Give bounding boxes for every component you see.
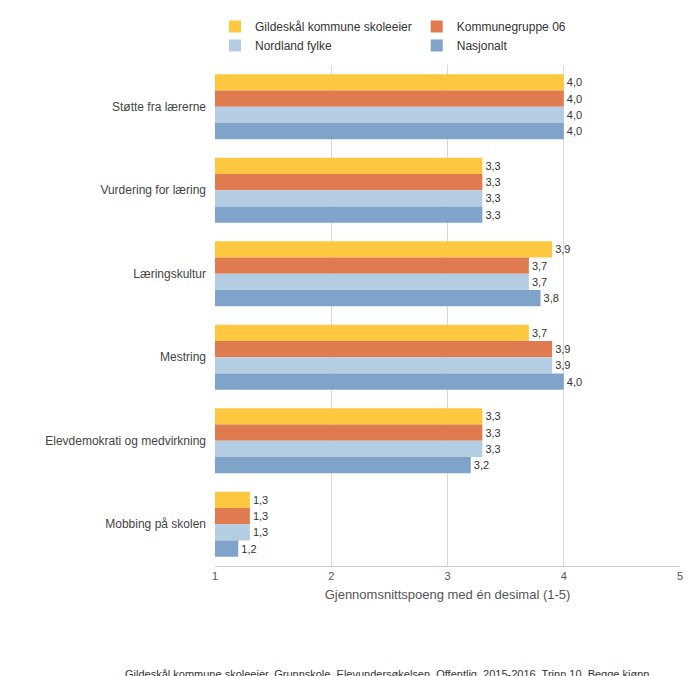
- svg-text:4: 4: [561, 570, 567, 582]
- svg-text:3,3: 3,3: [485, 176, 500, 188]
- svg-text:4,0: 4,0: [567, 93, 582, 105]
- svg-text:3,3: 3,3: [485, 192, 500, 204]
- svg-text:Læringskultur: Læringskultur: [133, 267, 206, 281]
- svg-text:3,7: 3,7: [532, 260, 547, 272]
- svg-text:Gjennomsnittspoeng med én desi: Gjennomsnittspoeng med én desimal (1-5): [325, 587, 571, 602]
- svg-text:3,8: 3,8: [544, 292, 559, 304]
- svg-text:Nasjonalt: Nasjonalt: [457, 39, 508, 53]
- svg-text:4,0: 4,0: [567, 76, 582, 88]
- svg-text:Vurdering for læring: Vurdering for læring: [100, 183, 206, 197]
- svg-text:3,9: 3,9: [555, 243, 570, 255]
- svg-text:Mestring: Mestring: [160, 350, 206, 364]
- svg-text:3,3: 3,3: [485, 209, 500, 221]
- svg-text:3,3: 3,3: [485, 443, 500, 455]
- svg-text:1,3: 1,3: [253, 494, 268, 506]
- svg-text:Mobbing på skolen: Mobbing på skolen: [105, 517, 206, 531]
- svg-text:Gildeskål kommune skoleeier: Gildeskål kommune skoleeier: [255, 20, 412, 34]
- svg-text:4,0: 4,0: [567, 109, 582, 121]
- svg-text:Kommunegruppe 06: Kommunegruppe 06: [457, 20, 566, 34]
- svg-text:1,2: 1,2: [241, 543, 256, 555]
- svg-text:3: 3: [444, 570, 450, 582]
- svg-text:3,2: 3,2: [474, 459, 489, 471]
- svg-text:3,9: 3,9: [555, 359, 570, 371]
- svg-text:Nordland fylke: Nordland fylke: [255, 39, 332, 53]
- svg-text:4,0: 4,0: [567, 376, 582, 388]
- svg-text:1: 1: [212, 570, 218, 582]
- svg-text:2: 2: [328, 570, 334, 582]
- svg-text:3,3: 3,3: [485, 160, 500, 172]
- svg-text:Gildeskål kommune skoleeier, G: Gildeskål kommune skoleeier, Grunnskole,…: [125, 668, 649, 676]
- svg-text:3,7: 3,7: [532, 276, 547, 288]
- svg-text:Elevdemokrati og medvirkning: Elevdemokrati og medvirkning: [45, 434, 206, 448]
- svg-text:3,7: 3,7: [532, 327, 547, 339]
- svg-text:3,3: 3,3: [485, 410, 500, 422]
- svg-text:4,0: 4,0: [567, 125, 582, 137]
- svg-text:3,3: 3,3: [485, 427, 500, 439]
- svg-text:5: 5: [677, 570, 683, 582]
- svg-text:1,3: 1,3: [253, 510, 268, 522]
- svg-text:Støtte fra lærerne: Støtte fra lærerne: [112, 100, 206, 114]
- svg-text:3,9: 3,9: [555, 343, 570, 355]
- svg-text:1,3: 1,3: [253, 526, 268, 538]
